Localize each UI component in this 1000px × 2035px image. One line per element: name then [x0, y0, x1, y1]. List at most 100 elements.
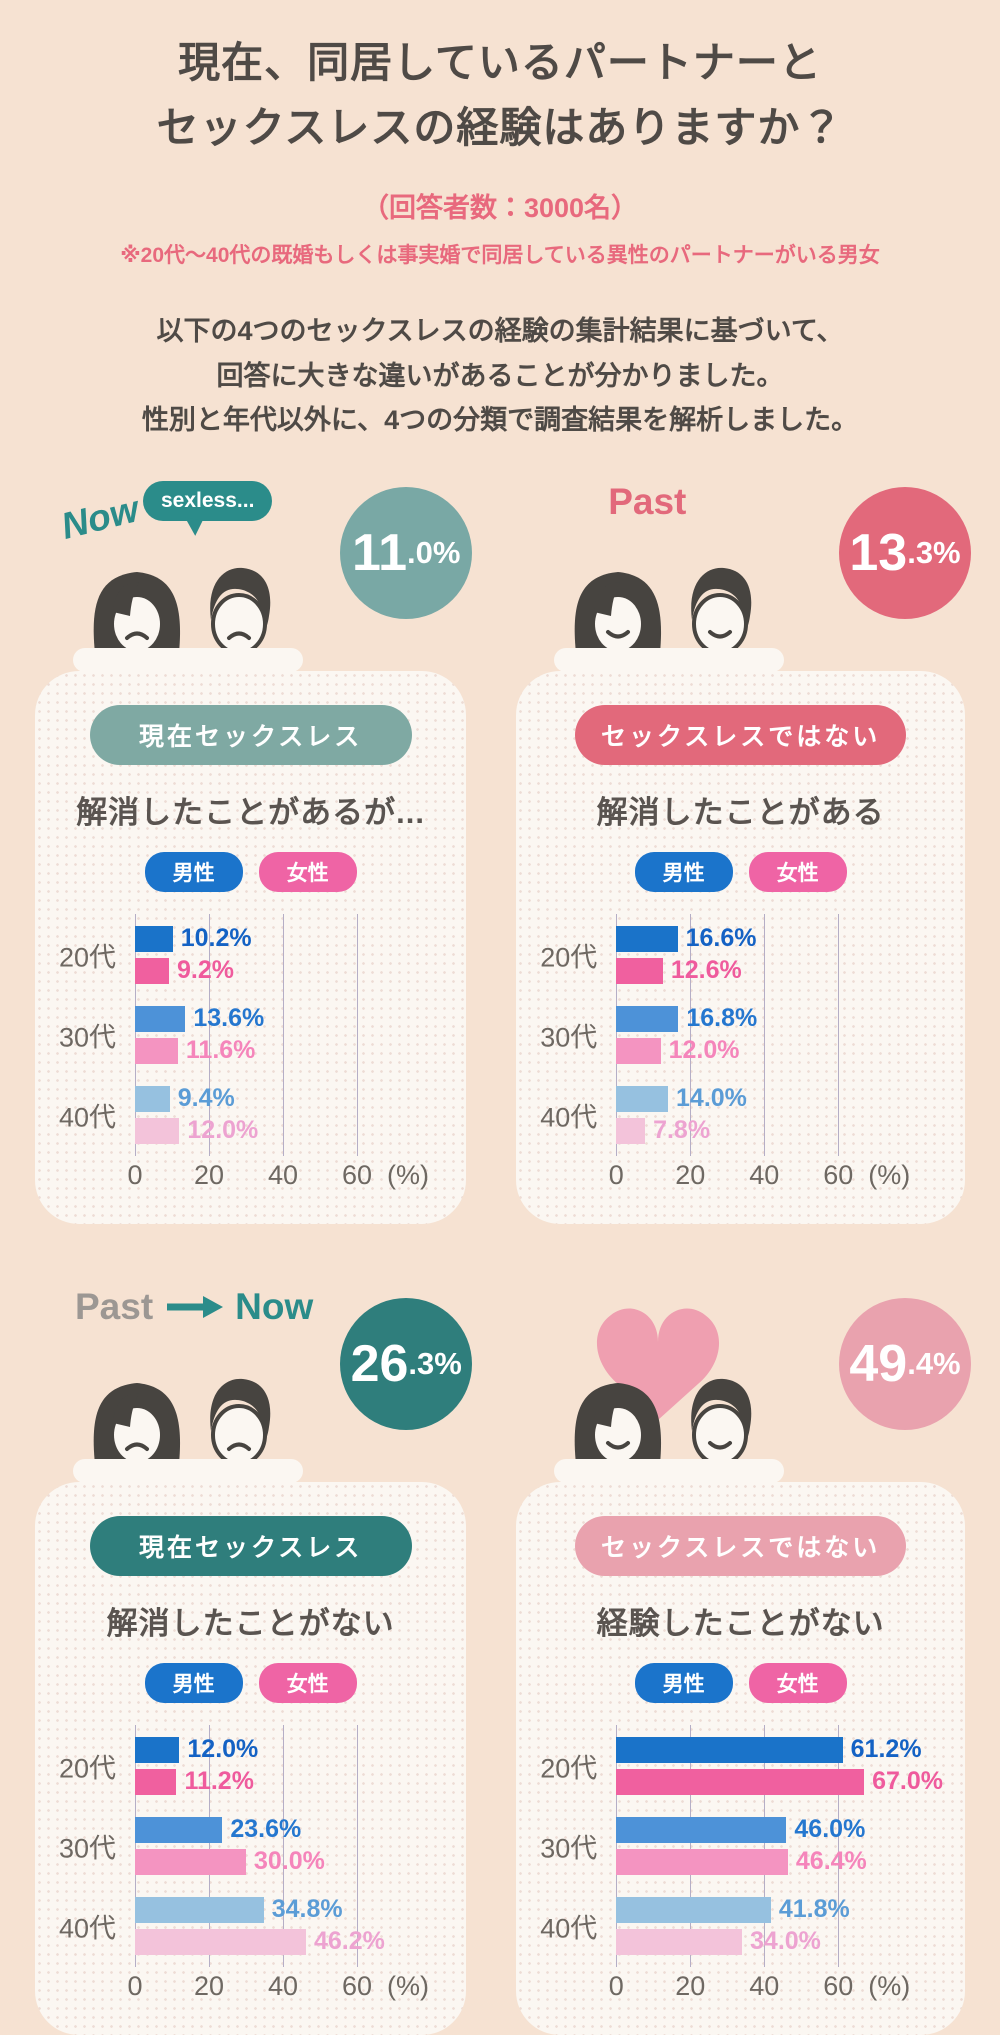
bar-chart: 20代 10.2% 9.2% 30代 13.6% 11.6% 40代 9.4% 12.0% 0 20… [59, 913, 444, 1198]
female-bar-value: 7.8% [653, 1116, 711, 1145]
panels-grid: Now sexless... 11.0% 現在セックスレス 解消したことがあるが… [35, 473, 971, 2035]
couple-faces-sad-icon [73, 1378, 303, 1483]
female-bar-value: 46.2% [313, 1927, 385, 1956]
panel-1-illustration: Now sexless... 11.0% [35, 473, 473, 672]
x-axis: 0 20 40 60 (%) [608, 1970, 911, 2001]
male-bar-value: 23.6% [230, 1815, 302, 1844]
page-header: 現在、同居しているパートナーと セックスレスの経験はありますか？ （回答者数：30… [0, 0, 1000, 443]
panel-heading: 経験したことがない [596, 1605, 885, 1641]
female-bar [616, 1117, 646, 1144]
age-group-label: 30代 [540, 1833, 598, 1864]
x-axis-unit: (%) [868, 1970, 911, 2001]
legend-male: 男性 [144, 1662, 243, 1703]
category-pill: セックスレスではない [574, 704, 907, 765]
age-group-label: 20代 [59, 1753, 117, 1784]
past-to-now-label: Past Now [75, 1286, 313, 1328]
percent-circle: 11.0% [340, 486, 473, 619]
age-group-label: 20代 [540, 1753, 598, 1784]
legend-male: 男性 [634, 851, 733, 892]
female-bar [135, 1848, 246, 1875]
x-axis: 0 20 40 60 (%) [127, 1159, 429, 1190]
panel-2-illustration: Past 13.3% [516, 473, 971, 672]
female-bar [135, 1037, 178, 1064]
category-pill: 現在セックスレス [89, 704, 412, 765]
panel-3-illustration: Past Now 26.3% [35, 1284, 473, 1483]
female-bar-value: 12.0% [187, 1116, 259, 1145]
arrow-right-icon [167, 1295, 224, 1318]
male-bar [135, 1005, 186, 1032]
female-bar-value: 12.6% [670, 956, 742, 985]
now-label: Now [57, 488, 143, 547]
panel-past-resolved: Past 13.3% セックスレスではない 解消したことがある 男性 女性 20… [516, 473, 971, 1224]
x-axis: 0 20 40 60 (%) [608, 1159, 911, 1190]
x-axis-unit: (%) [868, 1159, 911, 1190]
legend: 男性 女性 [57, 1662, 444, 1703]
bar-chart: 20代 16.6% 12.6% 30代 16.8% 12.0% 40代 14.0% 7.8% 0 2… [540, 913, 943, 1198]
panel-3-card: 現在セックスレス 解消したことがない 男性 女性 20代 12.0% 11.2% 30… [35, 1481, 467, 2035]
bar-chart: 20代 12.0% 11.2% 30代 23.6% 30.0% 40代 34.8% 46.2% 0… [59, 1724, 444, 2009]
male-bar-value: 10.2% [180, 924, 252, 953]
x-axis-unit: (%) [387, 1970, 429, 2001]
panel-4-illustration: 49.4% [516, 1284, 971, 1483]
male-bar [616, 1816, 787, 1843]
male-bar-value: 46.0% [794, 1815, 866, 1844]
intro-paragraph: 以下の4つのセックスレスの経験の集計結果に基づいて、 回答に大きな違いがあること… [0, 309, 1000, 443]
age-group-label: 40代 [540, 1102, 598, 1133]
legend-male: 男性 [634, 1662, 733, 1703]
female-bar [616, 957, 663, 984]
x-axis: 0 20 40 60 (%) [127, 1970, 429, 2001]
female-bar-value: 67.0% [872, 1767, 943, 1796]
panel-heading: 解消したことがあるが... [76, 794, 426, 830]
male-bar [135, 1085, 170, 1112]
age-group-label: 30代 [540, 1022, 598, 1053]
panel-4-card: セックスレスではない 経験したことがない 男性 女性 20代 61.2% 67.0%… [516, 1481, 965, 2035]
female-bar-value: 30.0% [254, 1847, 325, 1876]
female-bar-value: 12.0% [668, 1036, 740, 1065]
title-line-2: セックスレスの経験はありますか？ [156, 104, 844, 152]
legend-female: 女性 [748, 851, 847, 892]
male-bar-value: 34.8% [271, 1895, 343, 1924]
age-group-label: 40代 [59, 1102, 117, 1133]
male-bar [616, 1736, 843, 1763]
legend: 男性 女性 [57, 851, 444, 892]
male-bar-value: 16.8% [686, 1004, 758, 1033]
female-bar [135, 957, 170, 984]
respondents-count: （回答者数：3000名） [361, 193, 639, 224]
female-bar-value: 11.6% [185, 1036, 256, 1065]
legend-male: 男性 [144, 851, 243, 892]
male-bar-value: 61.2% [850, 1735, 922, 1764]
male-bar [616, 1005, 679, 1032]
legend: 男性 女性 [538, 851, 943, 892]
age-group-label: 20代 [59, 942, 117, 973]
percent-circle: 26.3% [340, 1297, 473, 1430]
panel-now-sexless: Now sexless... 11.0% 現在セックスレス 解消したことがあるが… [35, 473, 473, 1224]
panel-never-experienced: 49.4% セックスレスではない 経験したことがない 男性 女性 20代 61.2… [516, 1284, 971, 2035]
legend-female: 女性 [748, 1662, 847, 1703]
male-bar [135, 1816, 223, 1843]
female-bar-value: 9.2% [177, 956, 235, 985]
female-bar [616, 1768, 865, 1795]
now-text: Now [235, 1285, 314, 1327]
desc-line-1: 以下の4つのセックスレスの経験の集計結果に基づいて、 [156, 316, 844, 347]
female-bar [135, 1928, 306, 1955]
male-bar [616, 925, 678, 952]
panel-heading: 解消したことがない [106, 1605, 395, 1641]
female-bar [135, 1768, 177, 1795]
panel-2-card: セックスレスではない 解消したことがある 男性 女性 20代 16.6% 12.6%… [516, 670, 965, 1224]
male-bar-value: 13.6% [193, 1004, 265, 1033]
age-group-label: 40代 [540, 1913, 598, 1944]
age-group-label: 40代 [59, 1913, 117, 1944]
legend: 男性 女性 [538, 1662, 943, 1703]
panel-1-card: 現在セックスレス 解消したことがあるが... 男性 女性 20代 10.2% 9.2… [35, 670, 467, 1224]
age-group-label: 20代 [540, 942, 598, 973]
panel-heading: 解消したことがある [596, 794, 885, 830]
category-pill: 現在セックスレス [89, 1515, 412, 1576]
category-pill: セックスレスではない [574, 1515, 907, 1576]
legend-female: 女性 [258, 851, 357, 892]
title-line-1: 現在、同居しているパートナーと [178, 39, 822, 86]
legend-female: 女性 [258, 1662, 357, 1703]
female-bar-value: 11.2% [184, 1767, 254, 1796]
female-bar [616, 1928, 743, 1955]
desc-line-2: 回答に大きな違いがあることが分かりました。 [216, 360, 784, 391]
female-bar [616, 1848, 788, 1875]
